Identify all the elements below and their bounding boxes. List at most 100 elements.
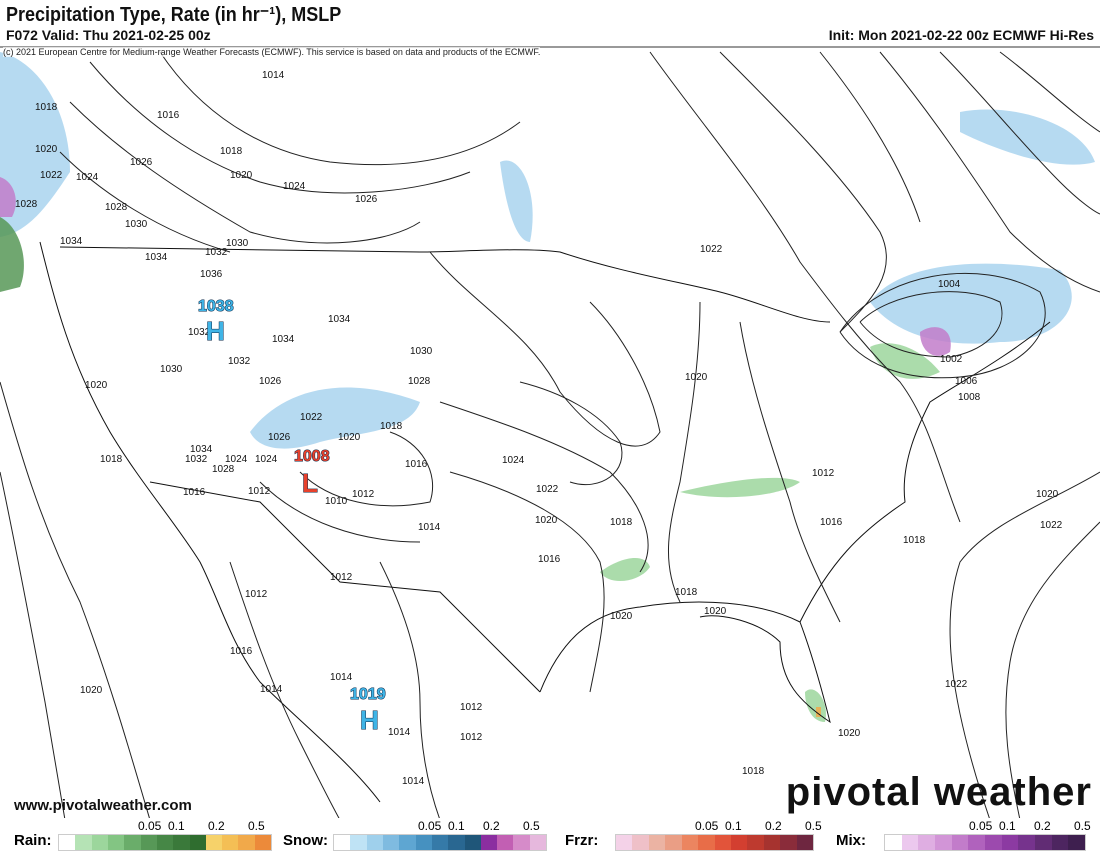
legend-tick: 0.2 — [208, 819, 225, 833]
color-swatch — [747, 835, 764, 850]
isobar-label: 1028 — [105, 202, 128, 213]
color-swatch — [529, 835, 547, 850]
isobar-label: 1022 — [945, 679, 968, 690]
isobar-label: 1016 — [157, 110, 180, 121]
legend-tick: 0.05 — [418, 819, 442, 833]
color-swatch — [140, 835, 157, 850]
color-swatch — [665, 835, 682, 850]
isobar-label: 1020 — [85, 380, 108, 391]
color-swatch — [1018, 835, 1036, 850]
snow-area-hudson — [500, 160, 533, 242]
isobar-label: 1034 — [190, 444, 213, 455]
isobar-labels: 1014 1018 1016 1020 1018 1022 1024 1026 1020 1028… — [15, 70, 1063, 787]
isobar-label: 1006 — [955, 376, 978, 387]
isobar-label: 1020 — [230, 170, 253, 181]
isobar-label: 1024 — [225, 454, 248, 465]
isobar-label: 1020 — [80, 685, 103, 696]
isobar-label: 1028 — [15, 199, 38, 210]
legend-tick: 0.1 — [725, 819, 742, 833]
color-swatch — [796, 835, 814, 850]
high-center-1038: 1038 H — [198, 298, 235, 347]
legend-tick: 0.5 — [805, 819, 822, 833]
pressure-value: 1019 — [350, 686, 386, 703]
isobar-label: 1024 — [76, 172, 99, 183]
pressure-value: 1008 — [294, 448, 330, 465]
isobar-line — [429, 251, 661, 447]
isobar-label: 1026 — [130, 157, 153, 168]
color-swatch — [173, 835, 190, 850]
color-swatch — [951, 835, 969, 850]
isobar-label: 1020 — [685, 372, 708, 383]
isobar-label: 1030 — [410, 346, 433, 357]
isobar-line — [439, 401, 649, 573]
isobar-label: 1024 — [283, 181, 306, 192]
legend-tick: 0.1 — [999, 819, 1016, 833]
color-swatch — [222, 835, 239, 850]
color-swatch — [1051, 835, 1069, 850]
high-center-1019: 1019 H — [350, 686, 387, 736]
color-swatch — [238, 835, 255, 850]
legend-tick: 0.5 — [248, 819, 265, 833]
isobar-label: 1012 — [460, 702, 483, 713]
isobar-label: 1030 — [125, 219, 148, 230]
color-swatch — [366, 835, 383, 850]
isobar-label: 1020 — [704, 606, 727, 617]
color-swatch — [189, 835, 206, 850]
isobar-label: 1012 — [352, 489, 375, 500]
isobar-label: 1012 — [330, 572, 353, 583]
isobar-label: 1032 — [188, 327, 211, 338]
isobar-label: 1018 — [903, 535, 926, 546]
isobar-label: 1014 — [418, 522, 441, 533]
color-swatch — [632, 835, 649, 850]
isobar-line — [949, 471, 1100, 820]
color-swatch — [616, 835, 633, 850]
legend-label: Snow: — [283, 832, 328, 849]
isobar-label: 1012 — [245, 589, 268, 600]
isobar-label: 1022 — [40, 170, 63, 181]
color-swatch — [448, 835, 465, 850]
isobar-line — [449, 471, 605, 693]
isobar-label: 1008 — [958, 392, 981, 403]
precipitation-areas — [0, 52, 1095, 722]
isobar-line — [159, 51, 521, 166]
color-swatch — [1035, 835, 1052, 850]
isobar-line — [0, 471, 66, 820]
pressure-centers: 1038 H 1008 L 1019 H — [198, 298, 387, 736]
mix-area-pacific-nw — [0, 177, 16, 217]
brand-logo: pivotal weather — [785, 770, 1092, 814]
color-swatch — [730, 835, 748, 850]
color-swatch — [985, 835, 1002, 850]
gulf-coastline — [539, 601, 831, 724]
isobar-line — [649, 51, 961, 523]
isobar-label: 1014 — [402, 776, 425, 787]
isobar-line — [739, 321, 841, 623]
legend-tick: 0.2 — [765, 819, 782, 833]
color-scale — [615, 834, 814, 851]
isobar-label: 1024 — [255, 454, 278, 465]
isobar-label: 1018 — [35, 102, 58, 113]
color-swatch — [205, 835, 223, 850]
isobar-label: 1034 — [60, 236, 83, 247]
header: Precipitation Type, Rate (in hr⁻¹), MSLP… — [0, 0, 1100, 46]
color-swatch — [763, 835, 781, 850]
color-swatch — [431, 835, 449, 850]
color-swatch — [124, 835, 141, 850]
isobar-line — [719, 51, 887, 333]
rain-area-arklatex — [600, 557, 650, 582]
color-swatch — [59, 835, 76, 850]
isobar-line — [89, 61, 471, 194]
color-swatch — [648, 835, 666, 850]
isobars — [0, 51, 1100, 820]
legend-tick: 0.05 — [138, 819, 162, 833]
legend-label: Mix: — [836, 832, 866, 849]
color-swatch — [901, 835, 919, 850]
high-marker: H — [360, 705, 379, 735]
legend-tick: 0.05 — [695, 819, 719, 833]
isobar-line — [879, 51, 1100, 293]
isobar-line — [859, 291, 1003, 358]
color-swatch — [91, 835, 108, 850]
color-swatch — [156, 835, 174, 850]
color-swatch — [968, 835, 986, 850]
isobar-label: 1026 — [259, 376, 282, 387]
color-swatch — [350, 835, 367, 850]
